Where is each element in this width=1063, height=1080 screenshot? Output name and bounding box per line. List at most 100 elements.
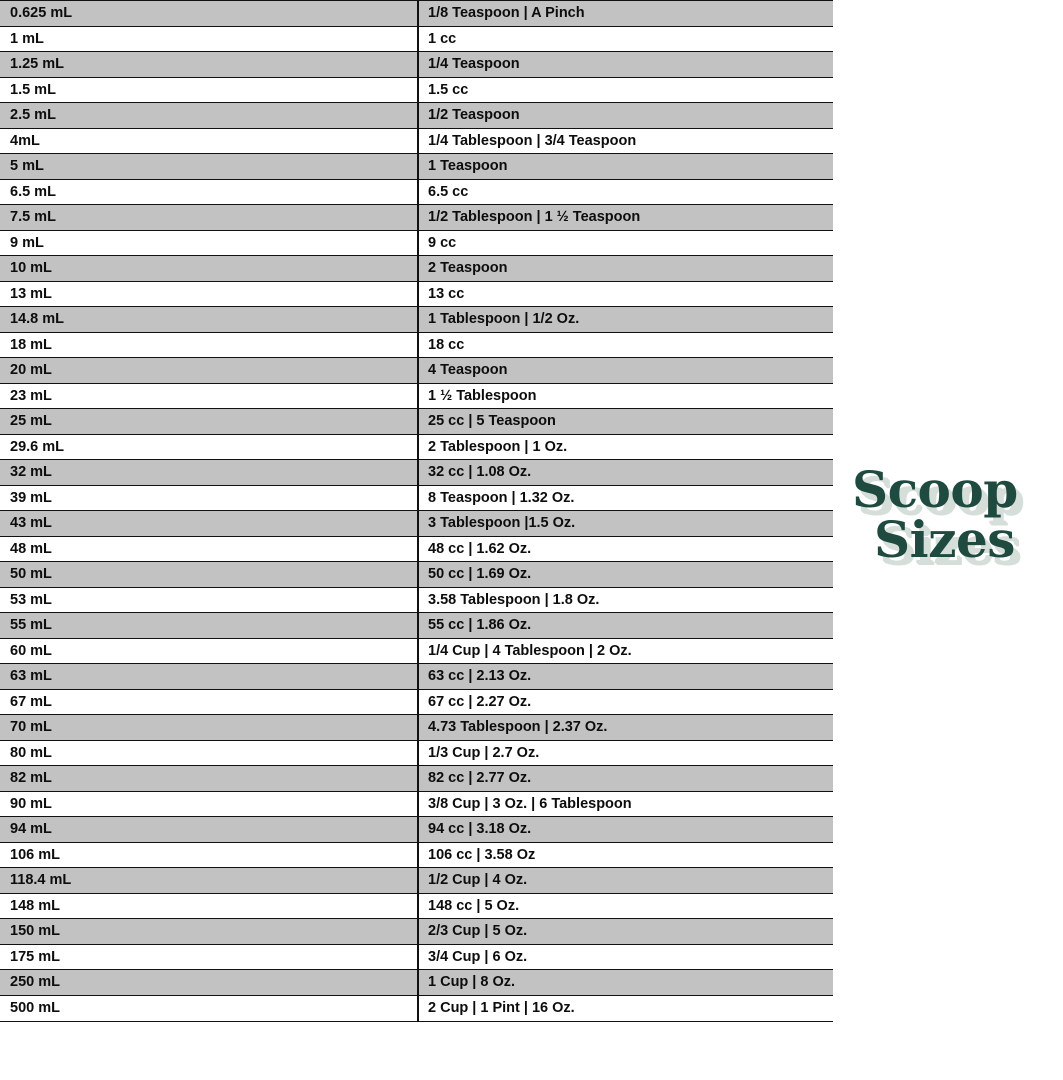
cell-volume: 25 mL	[10, 414, 52, 429]
table-row: 55 mL 55 cc | 1.86 Oz.	[0, 612, 833, 639]
table-row: 48 mL 48 cc | 1.62 Oz.	[0, 535, 833, 563]
table-row: 250 mL 1 Cup | 8 Oz.	[0, 969, 833, 996]
cell-equivalent: 18 cc	[417, 332, 833, 358]
cell-equivalent: 67 cc | 2.27 Oz.	[417, 689, 833, 715]
cell-volume: 4mL	[10, 133, 40, 149]
cell-volume: 6.5 mL	[10, 184, 56, 200]
cell-equivalent: 1/3 Cup | 2.7 Oz.	[417, 740, 833, 766]
cell-volume: 14.8 mL	[10, 312, 64, 327]
cell-equivalent: 63 cc | 2.13 Oz.	[417, 664, 833, 689]
table-row: 82 mL 82 cc | 2.77 Oz.	[0, 765, 833, 792]
logo-line-sizes: Sizes	[874, 509, 1015, 569]
cell-volume: 250 mL	[10, 975, 60, 990]
cell-volume: 175 mL	[10, 949, 60, 965]
table-row: 60 mL 1/4 Cup | 4 Tablespoon | 2 Oz.	[0, 637, 833, 665]
cell-equivalent: 50 cc | 1.69 Oz.	[417, 562, 833, 587]
cell-equivalent: 1/2 Teaspoon	[417, 103, 833, 128]
table-row: 1.25 mL 1/4 Teaspoon	[0, 51, 833, 78]
cell-equivalent: 3/8 Cup | 3 Oz. | 6 Tablespoon	[417, 791, 833, 817]
table-row: 50 mL 50 cc | 1.69 Oz.	[0, 561, 833, 588]
cell-volume: 29.6 mL	[10, 439, 64, 455]
table-row: 9 mL 9 cc	[0, 229, 833, 257]
table-row: 70 mL 4.73 Tablespoon | 2.37 Oz.	[0, 714, 833, 741]
table-row: 18 mL 18 cc	[0, 331, 833, 359]
cell-equivalent: 3.58 Tablespoon | 1.8 Oz.	[417, 587, 833, 613]
cell-volume: 106 mL	[10, 847, 60, 863]
cell-volume: 53 mL	[10, 592, 52, 608]
cell-volume: 20 mL	[10, 363, 52, 378]
cell-equivalent: 2/3 Cup | 5 Oz.	[417, 919, 833, 944]
cell-equivalent: 1/2 Cup | 4 Oz.	[417, 868, 833, 893]
cell-volume: 18 mL	[10, 337, 52, 353]
table-row: 94 mL 94 cc | 3.18 Oz.	[0, 816, 833, 843]
cell-equivalent: 8 Teaspoon | 1.32 Oz.	[417, 485, 833, 511]
cell-volume: 5 mL	[10, 159, 44, 174]
cell-volume: 148 mL	[10, 898, 60, 914]
cell-volume: 1.25 mL	[10, 57, 64, 72]
table-row: 80 mL 1/3 Cup | 2.7 Oz.	[0, 739, 833, 767]
scoop-size-conversion-table: 0.625 mL 1/8 Teaspoon | A Pinch 1 mL 1 cc 1.…	[0, 0, 833, 1022]
cell-equivalent: 1/4 Tablespoon | 3/4 Teaspoon	[417, 128, 833, 154]
cell-equivalent: 82 cc | 2.77 Oz.	[417, 766, 833, 791]
cell-equivalent: 1 ½ Tablespoon	[417, 383, 833, 409]
cell-equivalent: 2 Cup | 1 Pint | 16 Oz.	[417, 995, 833, 1021]
table-row: 63 mL 63 cc | 2.13 Oz.	[0, 663, 833, 690]
table-row: 25 mL 25 cc | 5 Teaspoon	[0, 408, 833, 435]
table-row: 2.5 mL 1/2 Teaspoon	[0, 102, 833, 129]
cell-equivalent: 1 Teaspoon	[417, 154, 833, 179]
table-row: 20 mL 4 Teaspoon	[0, 357, 833, 384]
cell-equivalent: 1 Cup | 8 Oz.	[417, 970, 833, 995]
table-row: 148 mL 148 cc | 5 Oz.	[0, 892, 833, 920]
cell-volume: 2.5 mL	[10, 108, 56, 123]
cell-equivalent: 1 Tablespoon | 1/2 Oz.	[417, 307, 833, 332]
table-row: 43 mL 3 Tablespoon |1.5 Oz.	[0, 510, 833, 537]
cell-equivalent: 2 Tablespoon | 1 Oz.	[417, 434, 833, 460]
cell-volume: 50 mL	[10, 567, 52, 582]
table-row: 0.625 mL 1/8 Teaspoon | A Pinch	[0, 0, 833, 27]
cell-equivalent: 3 Tablespoon |1.5 Oz.	[417, 511, 833, 536]
cell-equivalent: 48 cc | 1.62 Oz.	[417, 536, 833, 562]
table-row: 90 mL 3/8 Cup | 3 Oz. | 6 Tablespoon	[0, 790, 833, 818]
table-row: 39 mL 8 Teaspoon | 1.32 Oz.	[0, 484, 833, 512]
cell-equivalent: 2 Teaspoon	[417, 256, 833, 281]
cell-volume: 43 mL	[10, 516, 52, 531]
cell-volume: 500 mL	[10, 1000, 60, 1016]
cell-volume: 63 mL	[10, 669, 52, 684]
cell-volume: 13 mL	[10, 286, 52, 302]
table-row: 175 mL 3/4 Cup | 6 Oz.	[0, 943, 833, 971]
table-row: 10 mL 2 Teaspoon	[0, 255, 833, 282]
table-row: 53 mL 3.58 Tablespoon | 1.8 Oz.	[0, 586, 833, 614]
cell-volume: 55 mL	[10, 618, 52, 633]
table-row: 118.4 mL 1/2 Cup | 4 Oz.	[0, 867, 833, 894]
cell-equivalent: 1/8 Teaspoon | A Pinch	[417, 1, 833, 26]
cell-equivalent: 9 cc	[417, 230, 833, 256]
cell-volume: 48 mL	[10, 541, 52, 557]
cell-equivalent: 3/4 Cup | 6 Oz.	[417, 944, 833, 970]
table-row: 7.5 mL 1/2 Tablespoon | 1 ½ Teaspoon	[0, 204, 833, 231]
table-row: 500 mL 2 Cup | 1 Pint | 16 Oz.	[0, 994, 833, 1022]
logo-line-scoop: Scoop	[852, 460, 1018, 519]
cell-equivalent: 55 cc | 1.86 Oz.	[417, 613, 833, 638]
cell-volume: 94 mL	[10, 822, 52, 837]
cell-equivalent: 1/4 Teaspoon	[417, 52, 833, 77]
cell-volume: 0.625 mL	[10, 6, 73, 21]
cell-equivalent: 106 cc | 3.58 Oz	[417, 842, 833, 868]
table-row: 29.6 mL 2 Tablespoon | 1 Oz.	[0, 433, 833, 461]
cell-equivalent: 4.73 Tablespoon | 2.37 Oz.	[417, 715, 833, 740]
scoop-sizes-logo: Scoop Sizes	[852, 460, 1052, 606]
cell-volume: 70 mL	[10, 720, 52, 735]
table-row: 106 mL 106 cc | 3.58 Oz	[0, 841, 833, 869]
table-row: 1 mL 1 cc	[0, 25, 833, 53]
cell-volume: 90 mL	[10, 796, 52, 812]
table-row: 14.8 mL 1 Tablespoon | 1/2 Oz.	[0, 306, 833, 333]
table-row: 1.5 mL 1.5 cc	[0, 76, 833, 104]
cell-equivalent: 1/2 Tablespoon | 1 ½ Teaspoon	[417, 205, 833, 230]
cell-volume: 118.4 mL	[10, 873, 72, 888]
table-row: 67 mL 67 cc | 2.27 Oz.	[0, 688, 833, 716]
cell-equivalent: 1 cc	[417, 26, 833, 52]
cell-volume: 1 mL	[10, 31, 44, 47]
cell-volume: 9 mL	[10, 235, 44, 251]
cell-equivalent: 94 cc | 3.18 Oz.	[417, 817, 833, 842]
cell-equivalent: 6.5 cc	[417, 179, 833, 205]
cell-equivalent: 148 cc | 5 Oz.	[417, 893, 833, 919]
